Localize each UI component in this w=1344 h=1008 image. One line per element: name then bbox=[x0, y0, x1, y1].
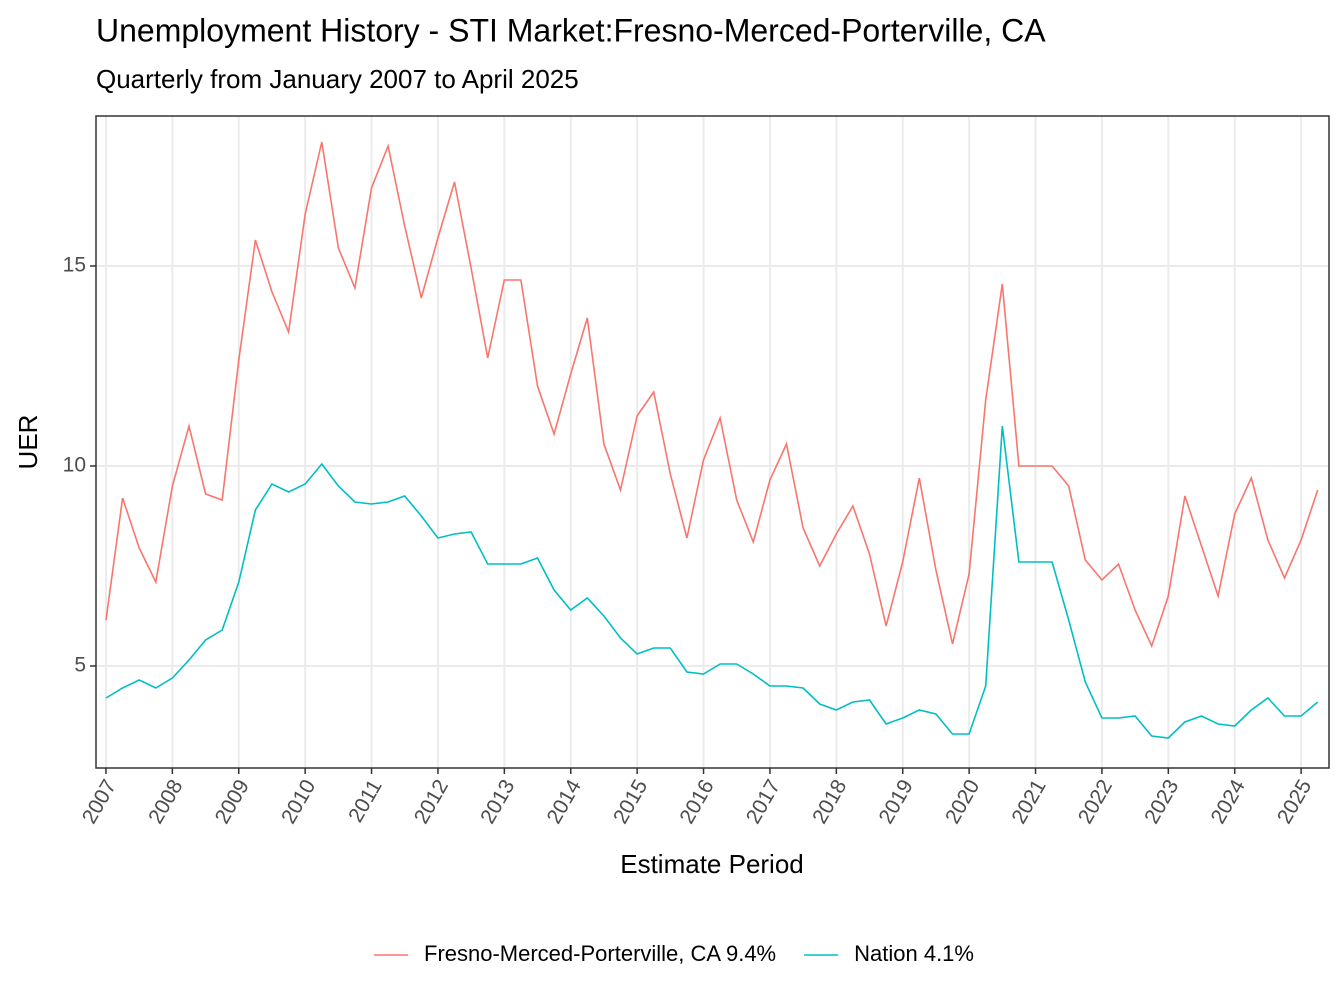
y-tick-label: 15 bbox=[63, 254, 86, 277]
panel-border bbox=[95, 115, 1330, 769]
plot-lines bbox=[105, 141, 1319, 739]
y-tick-label: 10 bbox=[63, 454, 86, 477]
y-tick-label: 5 bbox=[74, 654, 86, 677]
series-line bbox=[105, 141, 1319, 649]
legend-label: Fresno-Merced-Porterville, CA 9.4% bbox=[424, 941, 776, 966]
chart-subtitle: Quarterly from January 2007 to April 202… bbox=[96, 64, 579, 94]
legend-label: Nation 4.1% bbox=[854, 941, 974, 966]
legend: Fresno-Merced-Porterville, CA 9.4% Nation… bbox=[374, 941, 974, 966]
y-axis-title: UER bbox=[13, 415, 43, 470]
series-line bbox=[105, 425, 1319, 739]
grid bbox=[96, 116, 1329, 768]
chart-title: Unemployment History - STI Market:Fresno… bbox=[96, 12, 1046, 48]
x-axis-title: Estimate Period bbox=[620, 849, 804, 879]
